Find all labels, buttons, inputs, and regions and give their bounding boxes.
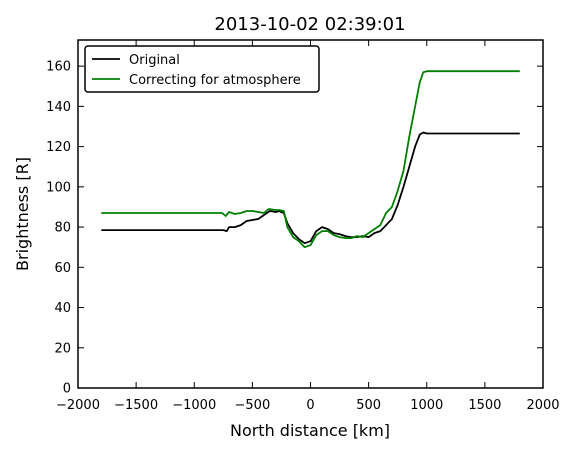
legend: Original Correcting for atmosphere: [84, 45, 320, 93]
series-line-corrected: [101, 70, 520, 249]
ticks-layer: −2000 −1500 −1000 −500 0 500 1000 1500 2000 0 20 40…: [46, 40, 560, 413]
x-tick-label: 500: [356, 398, 381, 413]
y-tick-label: 60: [54, 261, 71, 276]
chart-title: 2013-10-02 02:39:01: [214, 14, 405, 35]
x-tick-label: 0: [306, 398, 314, 413]
x-tick-label: 1500: [468, 398, 501, 413]
series-layer: [101, 70, 520, 249]
x-tick-label: 2000: [526, 398, 559, 413]
x-tick-label: −1000: [172, 398, 216, 413]
y-tick-label: 20: [54, 341, 71, 356]
y-tick-label: 140: [46, 100, 71, 115]
x-tick-label: −500: [235, 398, 271, 413]
y-tick-label: 160: [46, 60, 71, 75]
legend-label-original: Original: [129, 53, 180, 68]
y-axis-label: Brightness [R]: [13, 157, 32, 271]
legend-box: [84, 45, 320, 93]
y-tick-label: 120: [46, 140, 71, 155]
y-tick-label: 80: [54, 221, 71, 236]
y-tick-label: 0: [63, 382, 71, 397]
series-line-original: [101, 131, 520, 245]
legend-label-corrected: Correcting for atmosphere: [129, 73, 301, 88]
x-tick-label: −2000: [56, 398, 100, 413]
plot-area: −2000 −1500 −1000 −500 0 500 1000 1500 2000 0 20 40…: [46, 39, 560, 413]
y-tick-label: 100: [46, 180, 71, 195]
x-tick-label: 1000: [410, 398, 443, 413]
x-tick-label: −1500: [114, 398, 158, 413]
x-axis-label: North distance [km]: [230, 421, 390, 440]
y-tick-label: 40: [54, 301, 71, 316]
